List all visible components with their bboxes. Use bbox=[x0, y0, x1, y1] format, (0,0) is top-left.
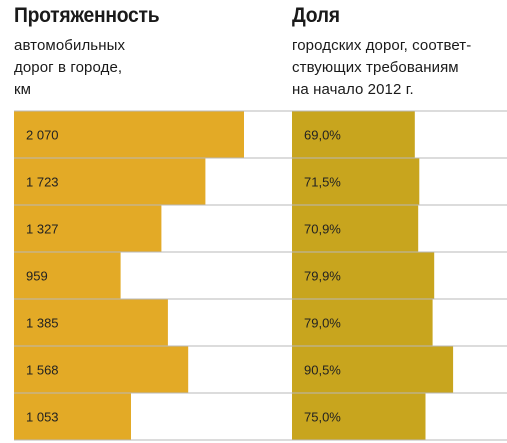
right-bar-4 bbox=[292, 252, 435, 299]
right-bar-label-7: 75,0% bbox=[304, 410, 341, 425]
right-bar-label-6: 90,5% bbox=[304, 363, 341, 378]
left-bar-label-1: 2 070 bbox=[26, 128, 59, 143]
right-bar-5 bbox=[292, 299, 433, 346]
right-bar-2 bbox=[292, 158, 420, 205]
left-panel-subtitle: автомобильных дорог в городе, км bbox=[14, 37, 126, 98]
left-bar-3 bbox=[14, 205, 162, 252]
left-bar-4 bbox=[14, 252, 121, 299]
left-bar-5 bbox=[14, 299, 168, 346]
left-panel-title: Протяженность bbox=[14, 4, 160, 27]
right-bar-label-2: 71,5% bbox=[304, 175, 341, 190]
right-panel-title: Доля bbox=[292, 4, 340, 27]
right-bar-1 bbox=[292, 111, 415, 158]
left-bar-label-2: 1 723 bbox=[26, 175, 59, 190]
right-bar-7 bbox=[292, 393, 426, 440]
left-bar-6 bbox=[14, 346, 189, 393]
left-bar-label-7: 1 053 bbox=[26, 410, 59, 425]
right-panel-subtitle: городских дорог, соответ- ствующих требо… bbox=[292, 37, 472, 98]
left-bar-label-6: 1 568 bbox=[26, 363, 59, 378]
right-bar-label-1: 69,0% bbox=[304, 128, 341, 143]
right-bar-label-4: 79,9% bbox=[304, 269, 341, 284]
left-panel-header: Протяженность автомобильных дорог в горо… bbox=[14, 0, 172, 101]
right-bar-3 bbox=[292, 205, 419, 252]
left-bar-label-4: 959 bbox=[26, 269, 48, 284]
right-panel-header: Доля городских дорог, соответ- ствующих … bbox=[292, 0, 471, 101]
left-bar-1 bbox=[14, 111, 244, 158]
left-bar-7 bbox=[14, 393, 131, 440]
left-bar-label-5: 1 385 bbox=[26, 316, 59, 331]
right-bar-6 bbox=[292, 346, 454, 393]
left-bar-2 bbox=[14, 158, 206, 205]
left-bar-label-3: 1 327 bbox=[26, 222, 59, 237]
right-bar-label-5: 79,0% bbox=[304, 316, 341, 331]
right-bar-label-3: 70,9% bbox=[304, 222, 341, 237]
